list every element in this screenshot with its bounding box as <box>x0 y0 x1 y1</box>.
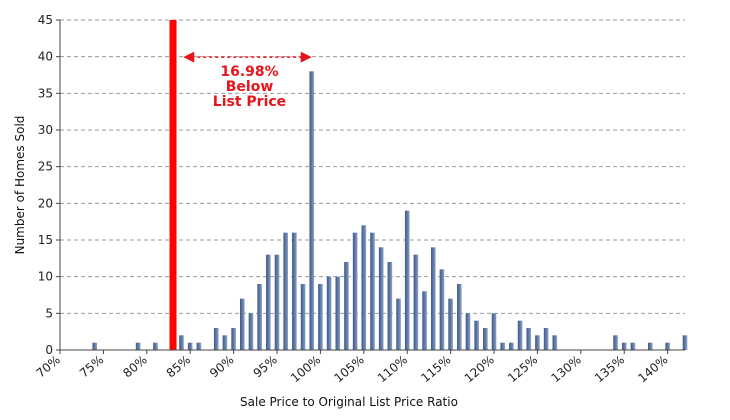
x-tick-label-130: 130% <box>548 353 583 386</box>
bar-91 <box>239 298 245 350</box>
x-tick-label-115: 115% <box>418 353 453 386</box>
bar-105 <box>361 225 367 350</box>
bar-96 <box>283 232 288 350</box>
y-tick-label-45: 45 <box>38 13 53 27</box>
bar-113 <box>430 247 436 350</box>
bar-98 <box>300 284 306 350</box>
y-tick-label-40: 40 <box>38 50 53 64</box>
x-tick-label-90: 90% <box>207 353 236 381</box>
x-tick-label-80: 80% <box>120 353 149 381</box>
bar-94 <box>266 254 271 350</box>
annotation-arrow-left-head <box>183 51 195 63</box>
bar-104 <box>352 232 358 350</box>
bar-119 <box>483 328 488 350</box>
x-tick-label-120: 120% <box>462 353 497 386</box>
x-tick-label-100: 100% <box>288 353 323 386</box>
x-tick-label-125: 125% <box>505 353 540 386</box>
x-tick-label-75: 75% <box>77 353 106 381</box>
bar-90 <box>231 328 236 350</box>
bar-125 <box>535 335 540 350</box>
y-tick-label-5: 5 <box>45 306 53 320</box>
bars <box>92 71 688 350</box>
bar-136 <box>630 342 636 350</box>
bar-103 <box>344 262 349 350</box>
bar-138 <box>647 342 653 350</box>
x-tick-label-140: 140% <box>635 353 670 386</box>
bar-106 <box>370 232 375 350</box>
bar-79 <box>135 342 141 350</box>
bar-92 <box>248 313 254 350</box>
bar-107 <box>378 247 384 350</box>
bar-110 <box>404 210 410 350</box>
bar-99 <box>309 71 315 350</box>
x-tick-label-85: 85% <box>164 353 193 381</box>
bar-89 <box>222 335 228 350</box>
bar-124 <box>526 328 532 350</box>
bar-116 <box>457 284 462 350</box>
bar-85 <box>187 342 193 350</box>
bar-122 <box>509 342 514 350</box>
bar-114 <box>439 269 445 350</box>
y-tick-label-25: 25 <box>38 160 53 174</box>
bar-102 <box>335 276 341 350</box>
y-tick-labels: 0 5 10 15 20 25 30 35 40 45 <box>38 13 53 357</box>
bar-88 <box>213 328 219 350</box>
bar-135 <box>621 342 627 350</box>
bar-117 <box>465 313 471 350</box>
y-tick-label-35: 35 <box>38 86 53 100</box>
reference-line-group <box>169 20 177 350</box>
bar-115 <box>448 298 453 350</box>
bar-101 <box>326 276 332 350</box>
bar-127 <box>552 335 558 350</box>
reference-line <box>169 20 177 350</box>
bar-121 <box>500 342 506 350</box>
bar-86 <box>196 342 202 350</box>
y-tick-label-20: 20 <box>38 196 53 210</box>
annotation-line-2: Below <box>226 79 274 95</box>
x-axis-title: Sale Price to Original List Price Ratio <box>240 395 458 409</box>
bar-123 <box>517 320 523 350</box>
bar-97 <box>292 232 297 350</box>
x-tick-label-70: 70% <box>33 353 62 381</box>
bar-93 <box>257 284 262 350</box>
annotation-line-1: 16.98% <box>220 64 278 80</box>
annotation-arrow-right-head <box>300 51 312 63</box>
y-tick-label-30: 30 <box>38 123 53 137</box>
annotation-line-3: List Price <box>213 94 286 110</box>
x-tick-label-110: 110% <box>375 353 410 386</box>
bar-120 <box>491 313 497 350</box>
x-tick-label-135: 135% <box>592 353 627 386</box>
axes <box>56 19 685 354</box>
x-tick-labels: 70% 75% 80% 85% 90% 95% 100% 105% 110% 115% 120% 12… <box>33 353 670 386</box>
bar-74 <box>92 342 98 350</box>
bar-140 <box>665 342 670 350</box>
bar-81 <box>153 342 158 350</box>
bar-134 <box>613 335 618 350</box>
bar-142 <box>682 335 688 350</box>
bar-118 <box>474 320 479 350</box>
bar-108 <box>387 262 393 350</box>
y-axis-title: Number of Homes Sold <box>13 116 27 255</box>
bar-84 <box>179 335 184 350</box>
bar-111 <box>413 254 419 350</box>
gridlines <box>60 19 685 314</box>
x-tick-label-105: 105% <box>331 353 366 386</box>
bar-112 <box>422 291 427 350</box>
x-tick-label-95: 95% <box>251 353 280 381</box>
bar-100 <box>318 284 323 350</box>
y-tick-label-0: 0 <box>45 343 53 357</box>
bar-95 <box>274 254 280 350</box>
y-tick-label-15: 15 <box>38 233 53 247</box>
y-tick-label-10: 10 <box>38 270 53 284</box>
bar-109 <box>396 298 401 350</box>
bar-126 <box>543 328 549 350</box>
